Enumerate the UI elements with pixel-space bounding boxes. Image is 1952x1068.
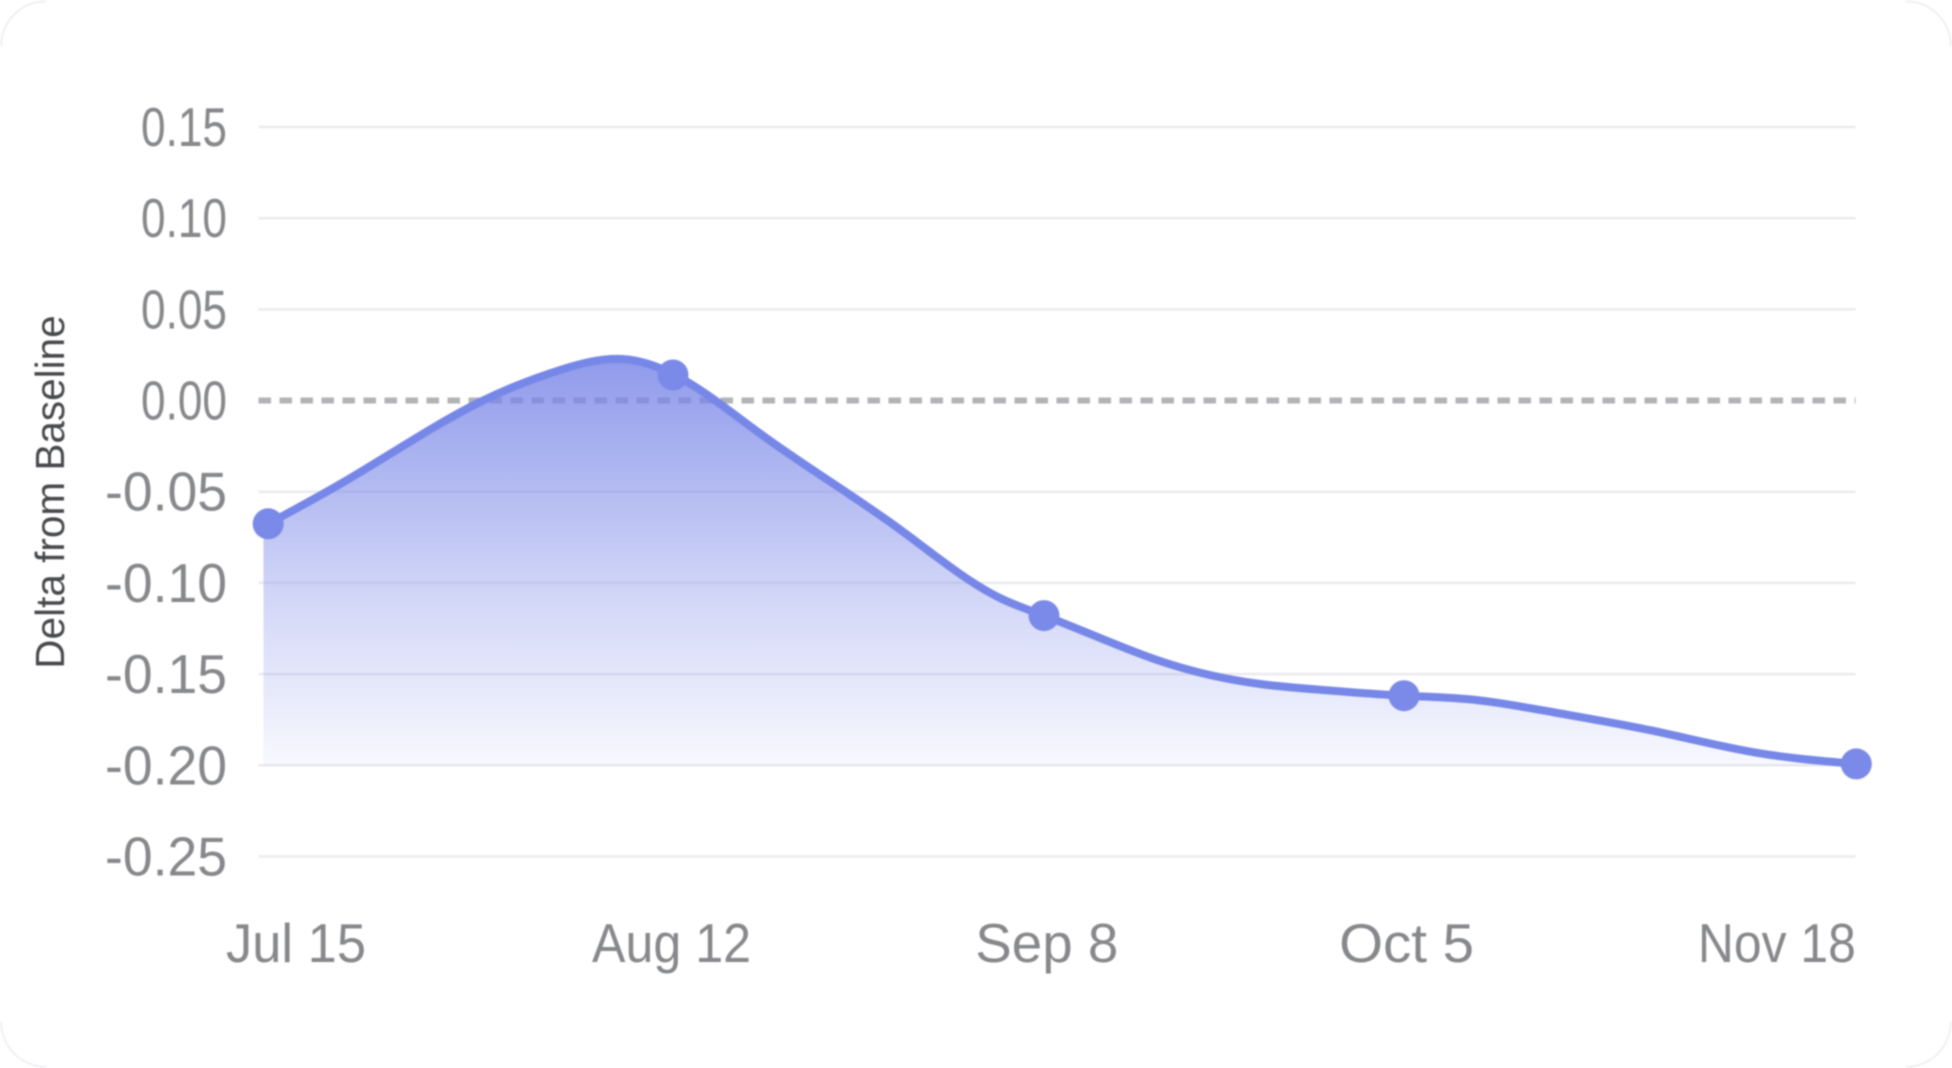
svg-text:0.15: 0.15 [141,96,227,158]
svg-text:-0.05: -0.05 [105,461,227,523]
svg-text:Aug 12: Aug 12 [592,912,751,974]
svg-text:0.00: 0.00 [141,370,227,432]
svg-text:-0.10: -0.10 [105,552,227,614]
svg-text:-0.25: -0.25 [105,825,227,887]
svg-text:Delta from Baseline: Delta from Baseline [27,315,73,668]
svg-text:Sep 8: Sep 8 [975,912,1118,974]
svg-text:0.05: 0.05 [141,278,227,340]
svg-text:-0.15: -0.15 [105,643,227,705]
svg-text:0.10: 0.10 [141,187,227,249]
svg-text:Jul 15: Jul 15 [226,912,366,974]
svg-text:Nov 18: Nov 18 [1698,912,1856,974]
svg-text:Oct 5: Oct 5 [1339,912,1474,974]
svg-text:-0.20: -0.20 [105,734,227,796]
